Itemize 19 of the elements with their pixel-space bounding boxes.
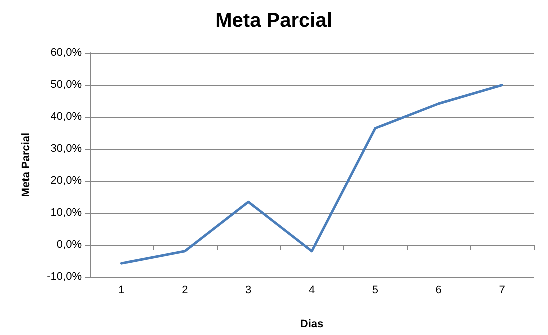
y-tick-label: 0,0% <box>56 239 82 251</box>
y-tick-label: 30,0% <box>50 143 82 155</box>
y-tick-label: 20,0% <box>50 175 82 187</box>
y-tick-label: 40,0% <box>50 111 82 123</box>
line-series <box>120 84 504 265</box>
chart-title: Meta Parcial <box>216 10 332 32</box>
x-tick-label: 4 <box>308 284 316 296</box>
y-axis-title: Meta Parcial <box>20 132 32 198</box>
x-tick-label: 2 <box>182 284 188 296</box>
y-tick-label: 10,0% <box>50 207 82 219</box>
y-tick-label: -10,0% <box>47 271 82 283</box>
x-tick-label: 5 <box>372 284 378 296</box>
x-tick-label: 7 <box>499 284 506 296</box>
x-tick-label: 3 <box>246 284 252 296</box>
y-tick-label: 50,0% <box>50 79 82 91</box>
x-tick-label: 1 <box>118 284 125 296</box>
x-tick-label: 6 <box>436 284 442 296</box>
x-axis-title: Dias <box>300 318 324 330</box>
y-tick-label: 60,0% <box>50 47 82 59</box>
